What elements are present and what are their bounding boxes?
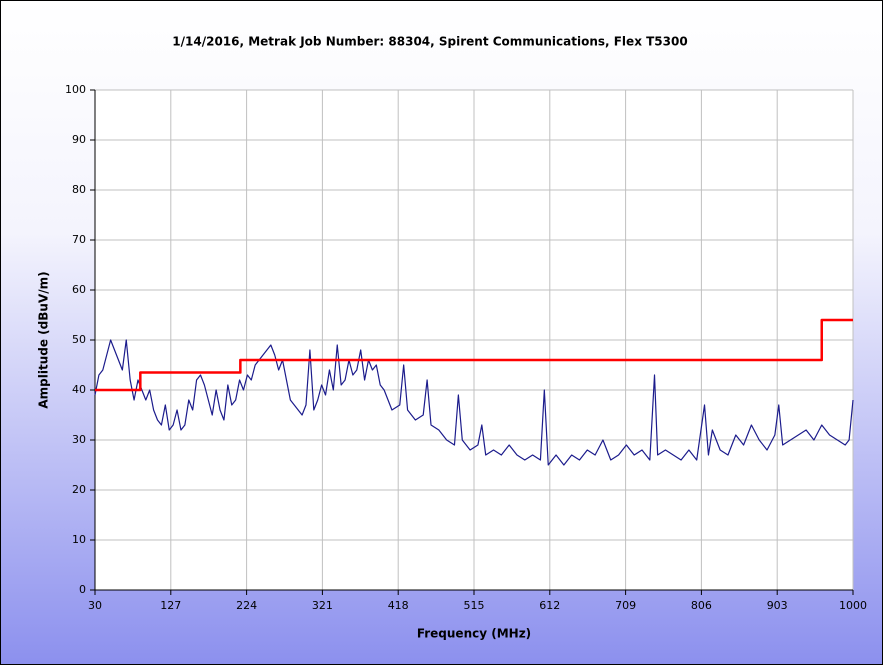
y-tick-label: 40	[72, 383, 86, 396]
x-tick-label: 127	[160, 599, 181, 612]
x-axis-label: Frequency (MHz)	[417, 627, 531, 641]
y-tick-label: 100	[65, 83, 86, 96]
x-tick-label: 709	[615, 599, 636, 612]
x-tick-label: 321	[312, 599, 333, 612]
y-tick-label: 10	[72, 533, 86, 546]
series-line	[94, 339, 854, 466]
y-tick-label: 70	[72, 233, 86, 246]
y-axis-label: Amplitude (dBuV/m)	[37, 271, 51, 408]
y-tick-label: 30	[72, 433, 86, 446]
chart-title: 1/14/2016, Metrak Job Number: 88304, Spi…	[172, 35, 687, 49]
x-tick-label: 515	[464, 599, 485, 612]
y-tick-label: 0	[79, 583, 86, 596]
y-tick-label: 80	[72, 183, 86, 196]
y-tick-label: 20	[72, 483, 86, 496]
y-tick-label: 60	[72, 283, 86, 296]
x-tick-label: 224	[236, 599, 257, 612]
x-tick-label: 1000	[839, 599, 867, 612]
x-tick-label: 806	[691, 599, 712, 612]
x-tick-label: 30	[88, 599, 102, 612]
x-tick-label: 418	[388, 599, 409, 612]
x-tick-label: 612	[539, 599, 560, 612]
y-tick-label: 50	[72, 333, 86, 346]
x-tick-label: 903	[767, 599, 788, 612]
y-tick-label: 90	[72, 133, 86, 146]
series-line	[95, 318, 853, 392]
